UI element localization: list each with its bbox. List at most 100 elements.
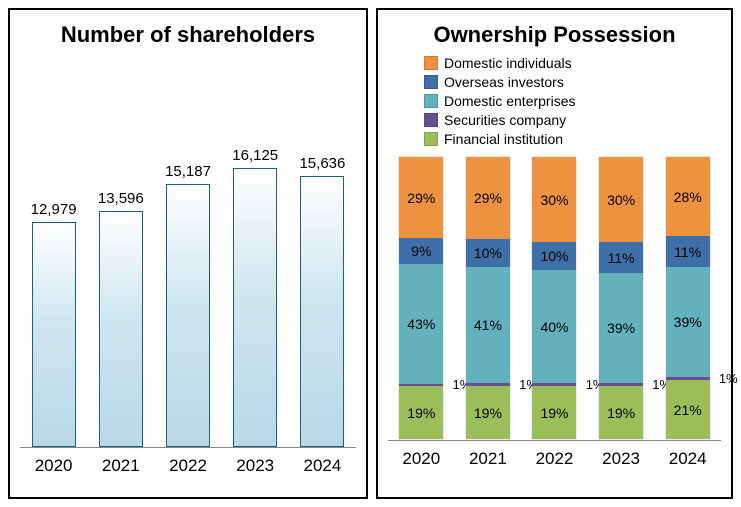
- seg-domestic_enterprises: 40%: [532, 270, 576, 383]
- seg-domestic_individuals: 29%: [399, 157, 443, 238]
- shareholders-x-axis: 2020 2021 2022 2023 2024: [20, 448, 356, 476]
- stack-col-2022: 30%10%40%1%19%: [527, 156, 582, 440]
- legend-item-overseas_investors: Overseas investors: [424, 73, 721, 92]
- legend-label: Securities company: [444, 111, 566, 130]
- seg-label: 39%: [674, 314, 702, 330]
- legend-item-securities_company: Securities company: [424, 111, 721, 130]
- legend-swatch: [424, 132, 438, 146]
- stack-col-2023: 30%11%39%1%19%: [594, 156, 649, 440]
- bar-rect: [166, 184, 210, 447]
- bar-col-2024: 15,636: [295, 138, 350, 447]
- ownership-title: Ownership Possession: [388, 22, 721, 48]
- seg-label: 9%: [411, 243, 431, 259]
- legend-label: Overseas investors: [444, 73, 564, 92]
- seg-label: 11%: [674, 244, 701, 260]
- legend-item-financial_institution: Financial institution: [424, 130, 721, 149]
- legend-swatch: [424, 94, 438, 108]
- stack: 29%9%43%1%19%: [398, 156, 444, 440]
- seg-financial_institution: 19%: [399, 386, 443, 439]
- panels: Number of shareholders 12,979 13,596 15,18…: [8, 8, 733, 499]
- seg-label: 29%: [474, 190, 502, 206]
- seg-domestic_individuals: 30%: [532, 157, 576, 242]
- ownership-stack-plot: 29%9%43%1%19%29%10%41%1%19%30%10%40%1%19…: [388, 156, 721, 441]
- legend-swatch: [424, 56, 438, 70]
- seg-overseas_investors: 11%: [599, 242, 643, 273]
- seg-financial_institution: 21%: [666, 380, 710, 439]
- seg-financial_institution: 19%: [466, 386, 510, 440]
- seg-label: 28%: [674, 189, 702, 205]
- ownership-legend: Domestic individualsOverseas investorsDo…: [424, 54, 721, 148]
- seg-label: 11%: [608, 250, 635, 266]
- stack: 29%10%41%1%19%: [465, 156, 511, 440]
- seg-label: 39%: [607, 320, 635, 336]
- x-tick: 2021: [461, 449, 516, 469]
- seg-label: 30%: [540, 192, 568, 208]
- stack-col-2021: 29%10%41%1%19%: [461, 156, 516, 440]
- x-tick: 2022: [527, 449, 582, 469]
- seg-domestic_enterprises: 39%: [666, 267, 710, 377]
- seg-label: 29%: [407, 190, 435, 206]
- bar-col-2020: 12,979: [26, 138, 81, 447]
- stack: 30%11%39%1%19%: [598, 156, 644, 440]
- legend-swatch: [424, 113, 438, 127]
- seg-domestic_enterprises: 41%: [466, 267, 510, 383]
- bar-rect: [300, 176, 344, 447]
- bar-col-2023: 16,125: [228, 138, 283, 447]
- bar-col-2022: 15,187: [160, 138, 215, 447]
- x-tick: 2024: [660, 449, 715, 469]
- seg-domestic_individuals: 30%: [599, 157, 643, 242]
- shareholders-bar-plot: 12,979 13,596 15,187 16,125 15,636: [20, 138, 356, 448]
- stack: 30%10%40%1%19%: [531, 156, 577, 440]
- seg-label: 10%: [474, 245, 502, 261]
- bar-value-label: 13,596: [98, 190, 144, 207]
- stack: 28%11%39%1%21%: [665, 156, 711, 440]
- seg-overseas_investors: 10%: [532, 242, 576, 270]
- seg-label: 30%: [607, 192, 635, 208]
- seg-domestic_enterprises: 43%: [399, 264, 443, 384]
- bar-value-label: 16,125: [232, 147, 278, 164]
- seg-overseas_investors: 9%: [399, 238, 443, 263]
- legend-item-domestic_enterprises: Domestic enterprises: [424, 92, 721, 111]
- legend-item-domestic_individuals: Domestic individuals: [424, 54, 721, 73]
- seg-domestic_individuals: 29%: [466, 157, 510, 239]
- seg-label: 40%: [540, 319, 568, 335]
- shareholders-title: Number of shareholders: [20, 22, 356, 48]
- x-tick: 2020: [26, 456, 81, 476]
- seg-label: 19%: [474, 405, 502, 421]
- seg-financial_institution: 19%: [599, 386, 643, 440]
- seg-domestic_individuals: 28%: [666, 157, 710, 236]
- bar-col-2021: 13,596: [93, 138, 148, 447]
- seg-overseas_investors: 10%: [466, 239, 510, 267]
- bar-rect: [32, 222, 76, 447]
- seg-label: 21%: [674, 402, 702, 418]
- legend-label: Domestic individuals: [444, 54, 572, 73]
- seg-label: 41%: [474, 317, 502, 333]
- seg-label: 10%: [540, 248, 568, 264]
- shareholders-panel: Number of shareholders 12,979 13,596 15,18…: [8, 8, 368, 499]
- bar-value-label: 15,636: [299, 155, 345, 172]
- bar-value-label: 15,187: [165, 163, 211, 180]
- bar-rect: [99, 211, 143, 447]
- seg-label: 19%: [540, 405, 568, 421]
- x-tick: 2021: [93, 456, 148, 476]
- stack-col-2020: 29%9%43%1%19%: [394, 156, 449, 440]
- ownership-panel: Ownership Possession Domestic individual…: [376, 8, 733, 499]
- x-tick: 2024: [295, 456, 350, 476]
- x-tick: 2023: [228, 456, 283, 476]
- bar-rect: [233, 168, 277, 447]
- legend-label: Financial institution: [444, 130, 563, 149]
- x-tick: 2020: [394, 449, 449, 469]
- seg-label: 1%: [719, 371, 738, 386]
- legend-swatch: [424, 75, 438, 89]
- seg-overseas_investors: 11%: [666, 236, 710, 267]
- stack-col-2024: 28%11%39%1%21%: [660, 156, 715, 440]
- seg-label: 19%: [407, 405, 435, 421]
- seg-domestic_enterprises: 39%: [599, 273, 643, 383]
- legend-label: Domestic enterprises: [444, 92, 576, 111]
- bar-value-label: 12,979: [31, 201, 77, 218]
- ownership-x-axis: 2020 2021 2022 2023 2024: [388, 441, 721, 469]
- x-tick: 2022: [160, 456, 215, 476]
- x-tick: 2023: [594, 449, 649, 469]
- seg-financial_institution: 19%: [532, 386, 576, 440]
- seg-label: 19%: [607, 405, 635, 421]
